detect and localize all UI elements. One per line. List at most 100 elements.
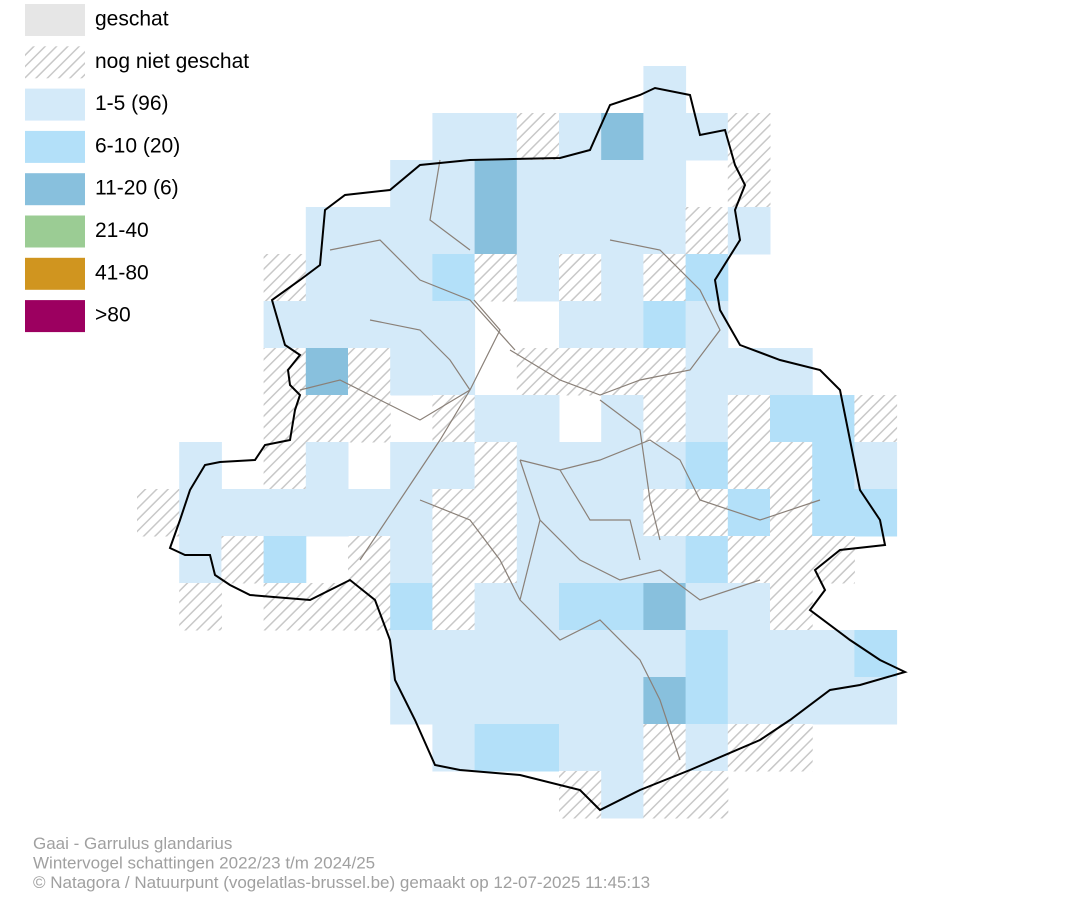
grid-cell (179, 583, 222, 631)
grid-cell (685, 583, 729, 631)
grid-cell (305, 348, 349, 396)
legend-swatch (25, 173, 85, 206)
grid-cell (432, 207, 476, 255)
grid-cell (474, 536, 518, 584)
grid-cell (516, 160, 560, 208)
grid-cell (305, 442, 349, 490)
grid-cell (516, 254, 560, 302)
grid-cell (770, 489, 813, 537)
grid-cell (770, 724, 813, 772)
legend-swatch (25, 300, 85, 333)
legend-swatch (25, 215, 85, 248)
grid-cell (516, 536, 560, 584)
grid-cell (390, 583, 433, 631)
grid-cell (305, 207, 349, 255)
grid-cell (770, 536, 813, 584)
grid-cell (263, 489, 307, 537)
grid-cell (770, 677, 813, 725)
grid-cell (432, 113, 476, 161)
grid-cell (685, 724, 729, 772)
legend-swatch (25, 257, 85, 290)
grid-cell (685, 348, 729, 396)
grid-cell (179, 442, 222, 490)
grid-cell (348, 348, 391, 396)
grid-cell (305, 489, 349, 537)
grid-cell (643, 489, 687, 537)
grid-cell (812, 395, 855, 443)
legend-label: 21-40 (95, 219, 149, 242)
grid-cell (727, 348, 771, 396)
grid-cell (474, 442, 518, 490)
grid-cell (559, 254, 602, 302)
grid-cell (516, 113, 560, 161)
grid-cell (727, 113, 771, 161)
grid-cell (727, 583, 771, 631)
grid-cell (263, 536, 307, 584)
grid-cell (727, 160, 771, 208)
grid-cell (559, 489, 602, 537)
grid-cell (432, 489, 476, 537)
grid-cell (305, 254, 349, 302)
legend-label: nog niet geschat (95, 50, 249, 73)
grid-cell (348, 395, 391, 443)
footer-line: Wintervogel schattingen 2022/23 t/m 2024… (33, 854, 375, 873)
grid-cell (601, 254, 644, 302)
grid-cell (305, 301, 349, 349)
grid-cell (474, 254, 518, 302)
grid-cell (685, 489, 729, 537)
grid-cell (348, 207, 391, 255)
grid-cell (474, 583, 518, 631)
grid-cell (432, 395, 476, 443)
grid-cell (390, 630, 433, 678)
grid-cell (390, 301, 433, 349)
grid-cell (432, 536, 476, 584)
grid-cell (727, 489, 771, 537)
grid-cell (643, 395, 687, 443)
grid-cell (854, 630, 898, 678)
grid-cell (559, 442, 602, 490)
grid-cell (643, 771, 687, 819)
grid-cell (559, 301, 602, 349)
grid-cell (474, 207, 518, 255)
grid-cell (643, 536, 687, 584)
grid-cell (727, 630, 771, 678)
grid-cell (263, 301, 307, 349)
grid-cell (559, 677, 602, 725)
grid-cell (559, 207, 602, 255)
grid-cell (854, 395, 898, 443)
grid-cell (559, 630, 602, 678)
grid-cell (685, 207, 729, 255)
grid-cell (685, 771, 729, 819)
legend-label: geschat (95, 8, 169, 31)
legend-label: 11-20 (6) (95, 177, 179, 200)
grid-cell (263, 254, 307, 302)
grid-cell (432, 583, 476, 631)
grid-cell (770, 348, 813, 396)
grid-cell (643, 677, 687, 725)
grid-cell (727, 207, 771, 255)
grid-cell (601, 630, 644, 678)
region-outline (168, 86, 908, 812)
grid-cell (263, 395, 307, 443)
grid-cell (812, 677, 855, 725)
grid-cell (601, 160, 644, 208)
grid-cell (601, 442, 644, 490)
grid-cell (390, 489, 433, 537)
grid-cell (516, 442, 560, 490)
grid-cell (348, 301, 391, 349)
legend-swatch (25, 88, 85, 121)
grid-cell (432, 724, 476, 772)
grid-cell (601, 536, 644, 584)
legend-label: 1-5 (96) (95, 92, 169, 115)
grid-cell (601, 677, 644, 725)
grid-cell (516, 677, 560, 725)
grid-cell (221, 489, 265, 537)
grid-cell (559, 348, 602, 396)
grid-cell (727, 677, 771, 725)
legend: geschat nog niet geschat 1-5 (96) 6-10 (20)… (25, 4, 249, 333)
grid-cell (643, 207, 687, 255)
grid-cell (348, 254, 391, 302)
grid-cell (727, 724, 771, 772)
grid-cell (432, 160, 476, 208)
